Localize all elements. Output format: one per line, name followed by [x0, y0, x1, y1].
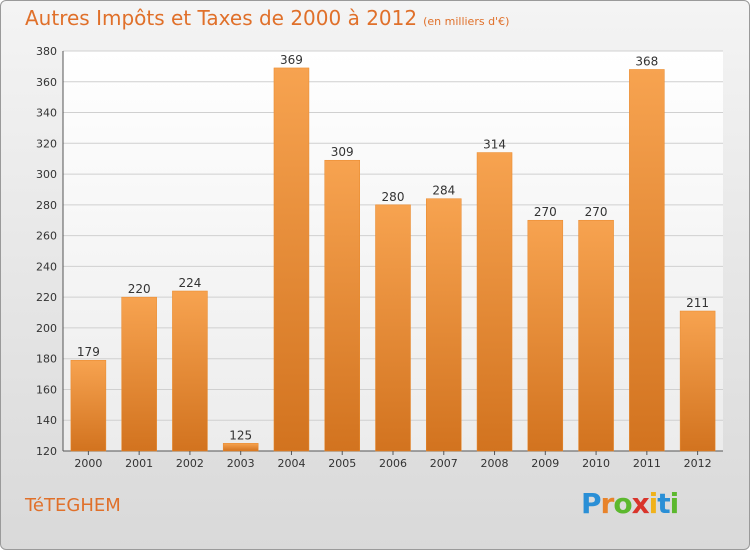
bar [222, 443, 259, 452]
y-tick-label: 160 [36, 383, 57, 396]
bar-value-label: 179 [77, 345, 100, 359]
logo-letter: r [600, 487, 615, 520]
x-tick-label: 2010 [582, 457, 610, 470]
y-tick-label: 380 [36, 45, 57, 58]
bar [426, 198, 462, 452]
bar [273, 67, 310, 452]
x-tick-label: 2001 [125, 457, 153, 470]
logo-letter: o [613, 487, 632, 520]
proxiti-logo: Proxiti [581, 487, 680, 520]
bar-value-label: 368 [635, 54, 658, 68]
chart-title: Autres Impôts et Taxes de 2000 à 2012 (en… [25, 6, 509, 30]
bar-value-label: 211 [686, 296, 709, 310]
bar [121, 296, 157, 452]
x-tick-label: 2009 [531, 457, 559, 470]
logo-letter: P [581, 487, 602, 520]
y-tick-label: 260 [36, 230, 57, 243]
x-tick-label: 2011 [633, 457, 661, 470]
bar-value-label: 369 [280, 53, 303, 67]
bar [629, 69, 665, 452]
bar-value-label: 270 [534, 205, 557, 219]
bar [679, 310, 716, 452]
x-tick-label: 2005 [328, 457, 356, 470]
x-tick-label: 2002 [176, 457, 204, 470]
y-tick-label: 120 [36, 445, 57, 458]
y-tick-label: 360 [36, 76, 57, 89]
bar [578, 219, 614, 452]
bar-value-label: 125 [229, 428, 252, 442]
x-tick-label: 2000 [74, 457, 102, 470]
bar [476, 152, 513, 452]
x-tick-label: 2003 [227, 457, 255, 470]
y-tick-label: 220 [36, 291, 57, 304]
y-tick-label: 320 [36, 137, 57, 150]
bar-value-label: 280 [382, 190, 405, 204]
y-tick-label: 300 [36, 168, 57, 181]
logo-letter: t [657, 487, 670, 520]
bar-value-label: 220 [128, 282, 151, 296]
bar-value-label: 309 [331, 145, 354, 159]
logo-letter: i [669, 487, 680, 520]
y-tick-label: 240 [36, 260, 57, 273]
x-tick-label: 2007 [430, 457, 458, 470]
y-tick-label: 200 [36, 322, 57, 335]
city-name: TéTEGHEM [25, 495, 121, 516]
bar [70, 359, 107, 452]
chart-subtitle: (en milliers d'€) [423, 15, 510, 28]
y-tick-label: 180 [36, 353, 57, 366]
bar-value-label: 270 [585, 205, 608, 219]
bar [375, 204, 411, 452]
bar [324, 159, 360, 452]
bar-value-label: 284 [432, 184, 455, 198]
y-tick-label: 280 [36, 199, 57, 212]
bar-value-label: 314 [483, 138, 506, 152]
y-tick-label: 140 [36, 414, 57, 427]
x-tick-label: 2006 [379, 457, 407, 470]
y-tick-label: 340 [36, 107, 57, 120]
bar [527, 219, 564, 452]
x-tick-label: 2004 [277, 457, 305, 470]
chart-title-text: Autres Impôts et Taxes de 2000 à 2012 [25, 6, 418, 30]
logo-letter: x [631, 487, 650, 520]
x-tick-label: 2012 [684, 457, 712, 470]
bar-value-label: 224 [178, 276, 201, 290]
logo-letter: i [648, 487, 659, 520]
bar [172, 290, 208, 452]
x-tick-label: 2008 [481, 457, 509, 470]
